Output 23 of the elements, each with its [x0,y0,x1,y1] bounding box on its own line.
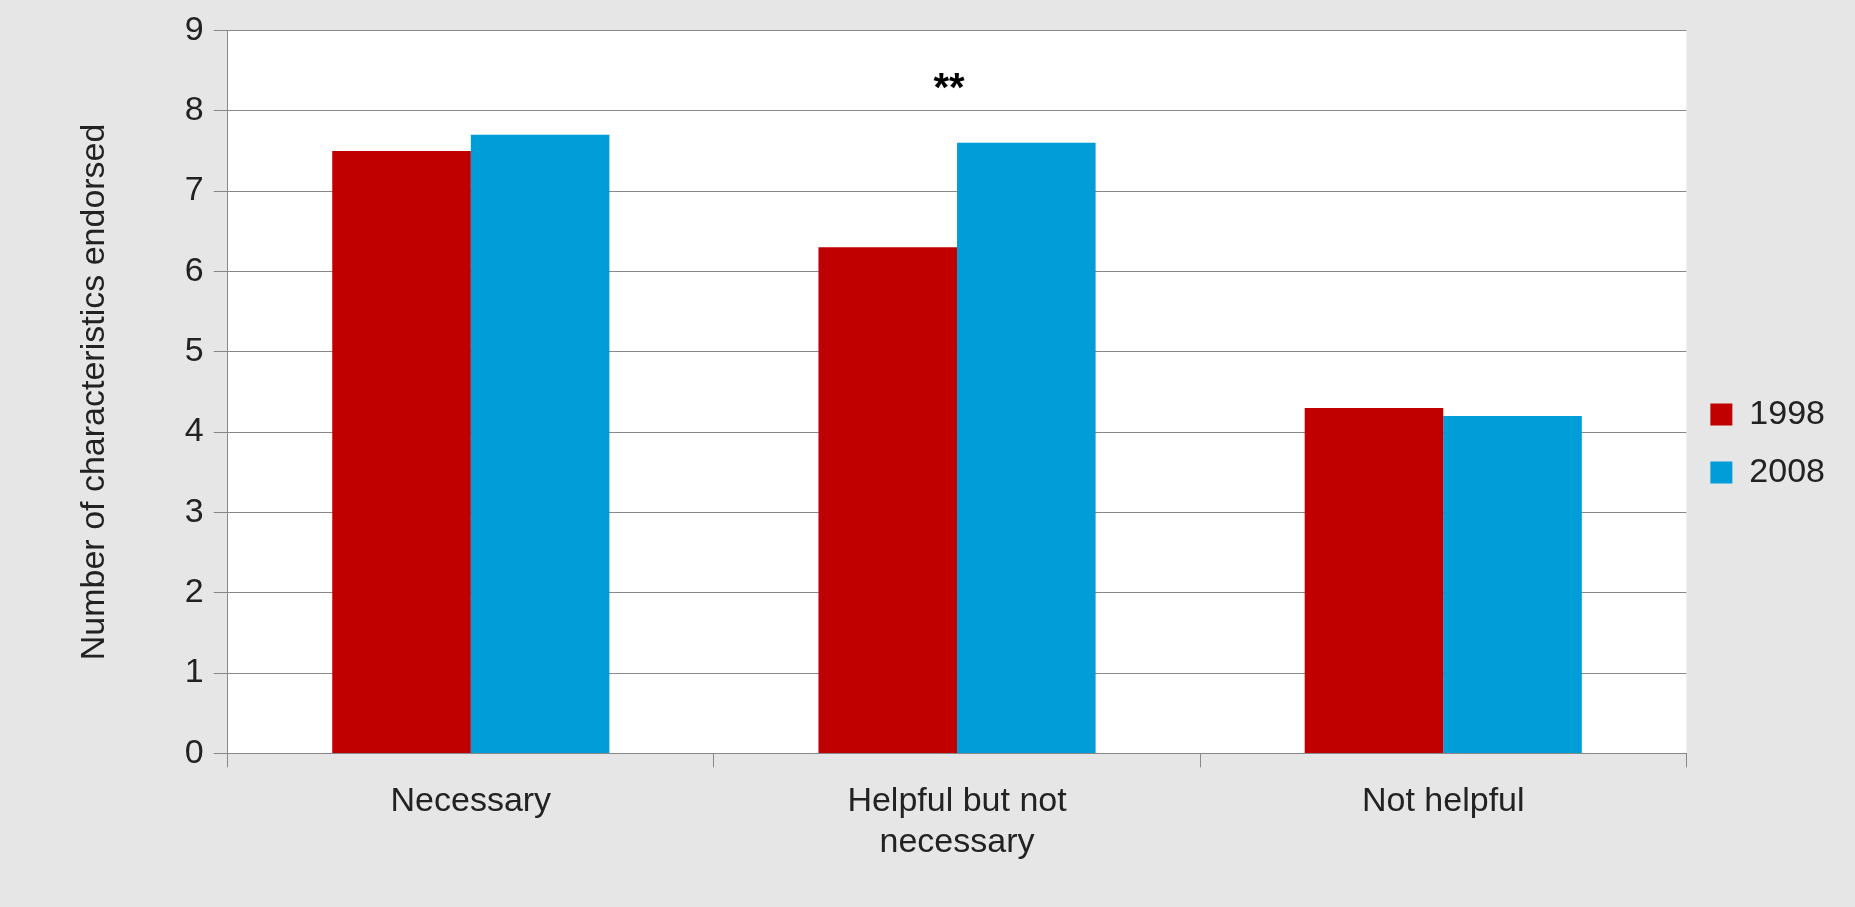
y-tick-label: 5 [184,330,204,369]
y-tick-label: 0 [184,731,204,770]
y-axis-title: Number of characteristics endorsed [72,123,111,661]
y-tick-label: 8 [184,89,204,128]
legend-label: 1998 [1749,392,1825,431]
bar [957,142,1096,753]
bar [470,134,610,753]
x-tick-label: Not helpful [1361,780,1525,819]
y-tick-label: 6 [184,249,204,288]
y-tick-label: 4 [184,410,204,449]
y-tick-label: 2 [184,571,204,610]
y-tick-label: 7 [184,169,204,208]
y-tick-label: 1 [184,651,204,690]
x-tick-label: Necessary [390,780,552,819]
annotation: ** [933,65,966,110]
bar [818,247,958,753]
bar [1443,416,1582,753]
bar [332,150,471,753]
x-tick-label: Helpful but not necessary [847,780,1068,859]
bar [1304,407,1444,753]
legend-label: 2008 [1749,450,1825,489]
y-tick-label: 3 [184,490,204,529]
y-tick-label: 9 [184,8,204,47]
